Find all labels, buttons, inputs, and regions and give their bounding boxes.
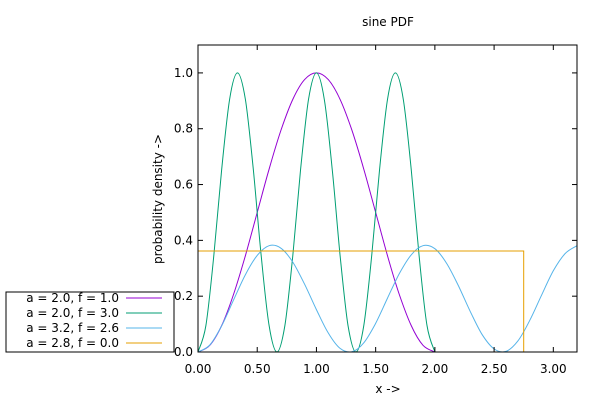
x-tick-label: 2.50 — [481, 362, 508, 376]
legend-label: a = 2.8, f = 0.0 — [26, 336, 119, 350]
x-tick-label: 3.00 — [540, 362, 567, 376]
y-tick-label: 0.8 — [174, 122, 193, 136]
legend-box — [5, 291, 175, 353]
x-tick-label: 1.50 — [362, 362, 389, 376]
x-tick-label: 1.00 — [303, 362, 330, 376]
x-tick-label: 2.00 — [422, 362, 449, 376]
legend-label: a = 2.0, f = 3.0 — [26, 306, 119, 320]
x-tick-label: 0.00 — [185, 362, 212, 376]
plot-frame — [197, 44, 578, 353]
ticks-layer: 0.00 0.50 1.00 1.50 2.00 2.50 3.00 0.0 0.2 0.4 0.6… — [174, 45, 577, 376]
x-axis-label: x -> — [375, 382, 400, 396]
y-tick-label: 0.0 — [174, 345, 193, 359]
legend: a = 2.0, f = 1.0a = 2.0, f = 3.0a = 3.2,… — [5, 291, 175, 353]
legend-label: a = 2.0, f = 1.0 — [26, 291, 119, 305]
y-tick-label: 0.2 — [174, 289, 193, 303]
series-layer — [197, 72, 578, 353]
legend-label: a = 3.2, f = 2.6 — [26, 321, 119, 335]
x-tick-label: 0.50 — [244, 362, 271, 376]
series-line-3 — [197, 244, 578, 353]
y-axis-label: probability density -> — [151, 134, 165, 264]
chart-title: sine PDF — [362, 15, 414, 29]
y-tick-label: 1.0 — [174, 66, 193, 80]
y-tick-label: 0.6 — [174, 178, 193, 192]
y-tick-label: 0.4 — [174, 233, 193, 247]
series-line-2 — [197, 72, 436, 353]
series-line-4 — [197, 250, 525, 352]
